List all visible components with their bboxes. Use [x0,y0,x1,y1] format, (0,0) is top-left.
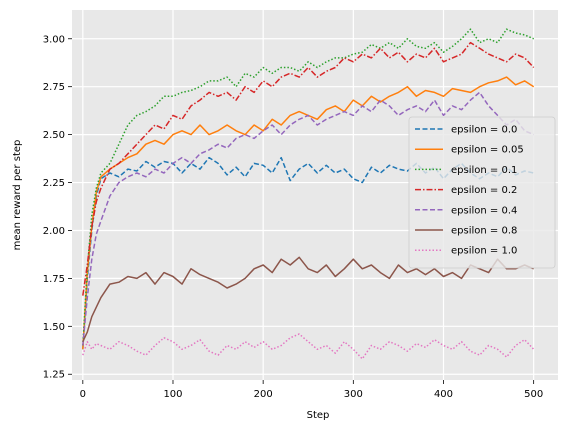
series-line [82,333,535,360]
series-lines [82,28,535,360]
series-line [82,256,534,343]
legend-entry-label: epsilon = 0.05 [451,145,524,156]
y-tick-label: 1.50 [43,322,65,333]
y-tick-label: 2.00 [43,226,65,237]
x-tick-label: 300 [344,389,363,400]
y-tick-label: 1.75 [43,274,65,285]
x-tick-label: 100 [163,389,182,400]
series-line [82,91,534,346]
y-tick-label: 2.75 [43,82,65,93]
series-line [82,28,534,346]
x-tick-label: 400 [434,389,453,400]
x-tick-label: 0 [80,389,86,400]
x-tick-label: 200 [254,389,273,400]
y-axis-label: mean reward per step [12,140,23,251]
y-tick-label: 2.25 [43,178,65,189]
y-axis: 1.25 1.50 1.75 2.00 2.25 2.50 2.75 3.00 [43,34,72,381]
series-line [82,76,535,350]
series-line [82,41,535,296]
y-tick-label: 3.00 [43,34,65,45]
legend-entry-label: epsilon = 0.1 [451,165,517,176]
legend-entry-label: epsilon = 0.4 [451,205,517,216]
legend-entry-label: epsilon = 0.0 [451,125,517,136]
x-tick-label: 500 [524,389,543,400]
y-tick-label: 2.50 [43,130,65,141]
legend-box [408,116,556,269]
legend-entry-label: epsilon = 1.0 [451,246,517,257]
x-axis: 0 100 200 300 400 500 [80,380,543,400]
x-axis-label: Step [307,410,330,421]
legend: epsilon = 0.0 epsilon = 0.05 epsilon = 0.1… [408,116,556,269]
legend-entry-label: epsilon = 0.2 [451,185,517,196]
y-tick-label: 1.25 [43,370,65,381]
legend-entry-label: epsilon = 0.8 [451,226,517,237]
